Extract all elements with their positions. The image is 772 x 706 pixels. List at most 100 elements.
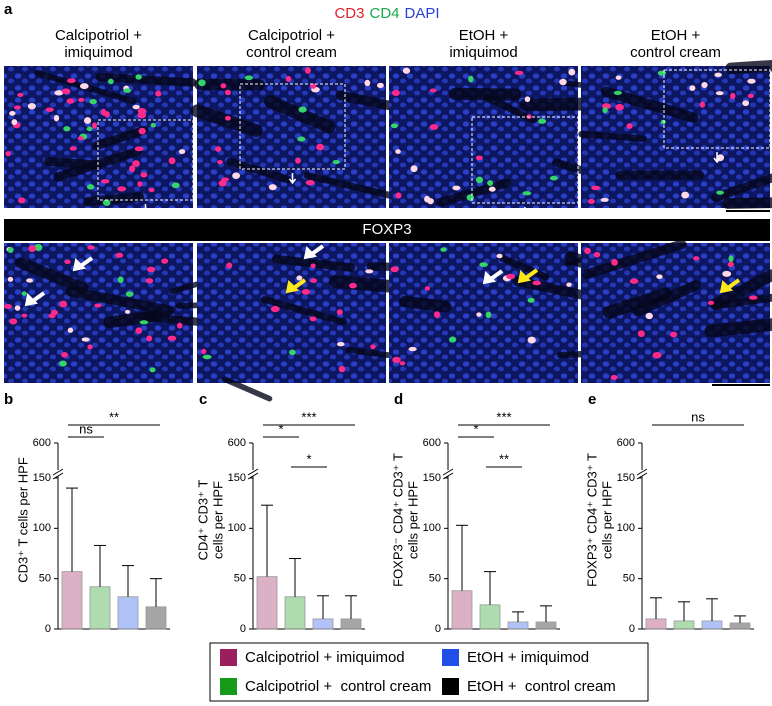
cell (559, 78, 567, 86)
cell (728, 255, 734, 263)
stroma (709, 269, 772, 310)
cell (34, 243, 43, 251)
cell (395, 192, 402, 199)
arrowhead (482, 270, 497, 285)
cell (63, 126, 71, 132)
cell (391, 89, 400, 97)
channel-header: CD3 CD4 DAPI (334, 5, 439, 22)
stroma (92, 125, 148, 150)
bar (312, 618, 334, 630)
cell (689, 85, 696, 91)
cell (161, 258, 169, 264)
y-tick-label: 600 (617, 437, 635, 449)
cell (727, 261, 734, 268)
cell (395, 149, 401, 155)
bar (61, 571, 83, 630)
cell (9, 111, 16, 116)
cell (390, 266, 399, 273)
cell (132, 160, 140, 167)
cell (310, 263, 316, 269)
cell (399, 361, 406, 366)
stroma (43, 156, 103, 170)
y-tick-label: 150 (228, 472, 246, 484)
cell (5, 151, 11, 157)
cell (64, 259, 71, 265)
cell (452, 185, 461, 191)
cell (21, 313, 28, 318)
significance-label: ns (691, 409, 705, 424)
cell (149, 367, 156, 373)
column-title: imiquimod (449, 44, 517, 61)
cell (522, 191, 532, 196)
legend-label: EtOH + imiquimod (467, 649, 589, 666)
cell (17, 92, 24, 98)
zoom-arrow (713, 152, 721, 164)
cell (476, 312, 482, 317)
bar (145, 606, 167, 630)
arrowhead (72, 257, 87, 272)
cell (537, 118, 547, 124)
cell (747, 93, 754, 99)
cell (146, 335, 153, 342)
stroma (221, 376, 273, 402)
cell (135, 74, 142, 80)
cell (67, 327, 74, 333)
cell (61, 352, 68, 358)
cell (670, 331, 678, 338)
cell (86, 184, 95, 190)
y-tick-label: 0 (435, 623, 441, 635)
cell (309, 316, 317, 322)
cell (449, 336, 457, 343)
stroma (484, 94, 538, 124)
cell (138, 127, 146, 135)
cell (722, 270, 732, 277)
cell (45, 107, 54, 112)
cell (226, 262, 233, 269)
cell (89, 99, 97, 105)
cell (295, 157, 301, 164)
cell (336, 342, 345, 347)
legend-label: Calcipotriol + imiquimod (245, 649, 405, 666)
zoom-box (471, 116, 579, 204)
cell (168, 157, 176, 165)
cell (145, 278, 154, 284)
cell (748, 295, 758, 300)
y-tick-label: 50 (623, 573, 635, 585)
stroma (600, 86, 699, 123)
y-tick-label: 600 (228, 437, 246, 449)
panel-label: d (394, 391, 403, 408)
stroma (435, 178, 512, 207)
bar (340, 618, 362, 630)
y-tick-label: 0 (240, 623, 246, 635)
cell (527, 336, 536, 344)
cell (59, 360, 67, 367)
cell (629, 278, 639, 284)
cell (402, 67, 411, 74)
cell (117, 276, 124, 284)
bar (535, 621, 557, 630)
cell (496, 253, 503, 259)
cell (140, 172, 148, 178)
cell (364, 79, 371, 87)
column-title: Calcipotriol + (248, 27, 335, 44)
zoom-arrow (288, 173, 297, 185)
bar (451, 590, 473, 630)
channel-name: CD3 (334, 5, 364, 22)
stroma (271, 254, 356, 272)
cell (135, 327, 143, 334)
cell (129, 165, 136, 173)
cell (566, 282, 572, 287)
cell (289, 349, 296, 356)
significance-label: * (473, 421, 478, 436)
cell (221, 177, 230, 182)
cell (214, 146, 222, 152)
zoom-arrow (521, 207, 529, 219)
y-axis-label: FOXP3⁺ CD4⁺ CD3⁺ T (584, 453, 599, 587)
significance-label: *** (301, 409, 316, 424)
cell (61, 88, 71, 95)
cell (506, 273, 516, 280)
cell (485, 311, 492, 319)
cell (78, 97, 85, 102)
column-title: Calcipotriol + (55, 27, 142, 44)
y-axis-label: CD3⁺ T cells per HPF (15, 457, 30, 583)
